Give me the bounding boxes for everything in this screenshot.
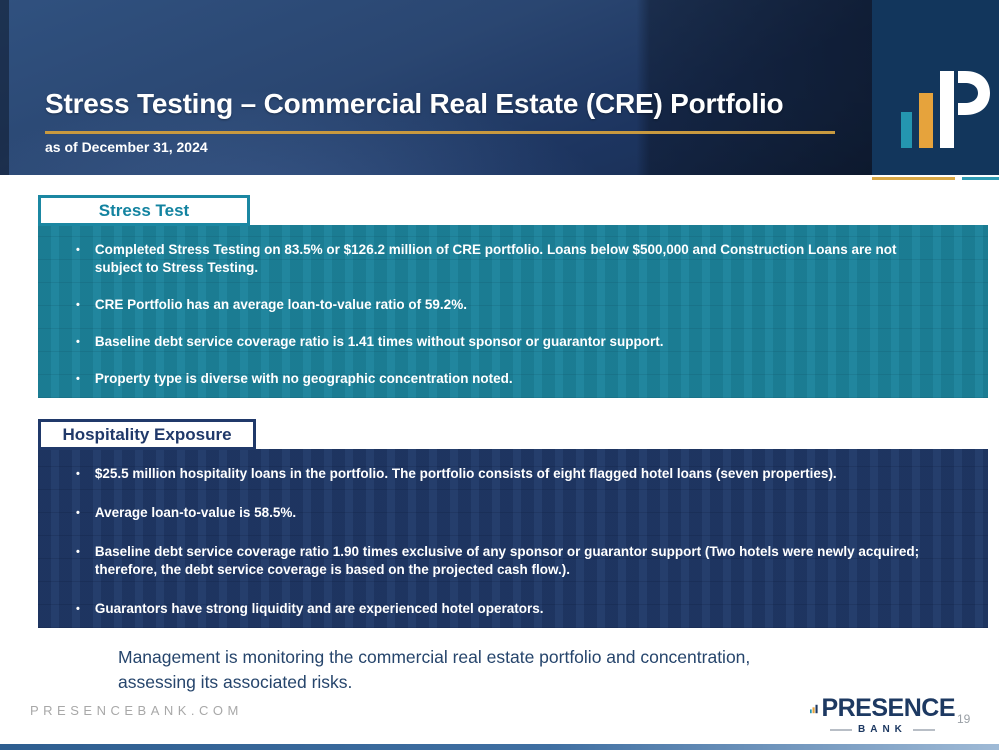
list-item: • Baseline debt service coverage ratio 1… (76, 543, 946, 579)
bullet-text: Baseline debt service coverage ratio 1.9… (94, 543, 920, 577)
bar-chart-icon (810, 704, 818, 714)
bullet-dot: • (76, 298, 80, 311)
title-underline (45, 131, 835, 134)
bullet-text: CRE Portfolio has an average loan-to-val… (94, 296, 467, 312)
bank-divider-line (830, 728, 852, 731)
bullet-text: Baseline debt service coverage ratio is … (94, 333, 664, 349)
bullet-dot: • (76, 506, 80, 519)
page-title: Stress Testing – Commercial Real Estate … (45, 88, 784, 119)
footer-wordmark: PRESENCE (821, 694, 955, 722)
section-tab-hospitality-exposure: Hospitality Exposure (38, 419, 256, 450)
closing-note-line2: assessing its associated risks. (118, 671, 353, 692)
bullet-text: $25.5 million hospitality loans in the p… (94, 466, 837, 481)
section-tab-label: Stress Test (98, 200, 190, 220)
teal-accent-line (962, 177, 999, 180)
stress-test-bullet-list: • Completed Stress Testing on 83.5% or $… (76, 241, 946, 388)
list-item: • $25.5 million hospitality loans in the… (76, 465, 946, 483)
closing-note-line1: Management is monitoring the commercial … (118, 647, 751, 667)
bullet-dot: • (76, 244, 80, 256)
bullet-dot: • (76, 335, 80, 348)
list-item: • Completed Stress Testing on 83.5% or $… (76, 241, 946, 277)
section-tab-label: Hospitality Exposure (62, 424, 232, 444)
list-item: • Property type is diverse with no geogr… (76, 370, 946, 388)
website-url: PRESENCEBANK.COM (30, 703, 243, 718)
footer-logo: PRESENCE BANK (810, 696, 955, 735)
subtitle-date: as of December 31, 2024 (45, 139, 208, 155)
page-number: 19 (957, 712, 971, 726)
footer-bank-label: BANK (858, 724, 907, 735)
header-banner: Stress Testing – Commercial Real Estate … (0, 0, 872, 175)
bullet-dot: • (76, 545, 80, 558)
gold-accent-line (872, 177, 955, 180)
list-item: • Guarantors have strong liquidity and a… (76, 600, 946, 618)
bank-divider-line (912, 728, 935, 731)
stress-test-box: • Completed Stress Testing on 83.5% or $… (38, 225, 988, 398)
list-item: • CRE Portfolio has an average loan-to-v… (76, 296, 946, 314)
bullet-text: Average loan-to-value is 58.5%. (94, 504, 297, 520)
bullet-text: Completed Stress Testing on 83.5% or $12… (94, 242, 897, 275)
footer-bank-row: BANK (810, 724, 955, 735)
bullet-text: Guarantors have strong liquidity and are… (94, 600, 544, 616)
list-item: • Baseline debt service coverage ratio i… (76, 333, 946, 351)
section-tab-stress-test: Stress Test (38, 195, 250, 226)
header-logo (872, 0, 999, 175)
hospitality-bullet-list: • $25.5 million hospitality loans in the… (76, 465, 946, 618)
presence-bank-chart-p-icon (872, 0, 999, 175)
bottom-accent-bar (0, 744, 999, 750)
bullet-dot: • (76, 372, 80, 385)
bullet-dot: • (76, 468, 80, 480)
list-item: • Average loan-to-value is 58.5%. (76, 504, 946, 522)
closing-note: Management is monitoring the commercial … (118, 645, 750, 695)
hospitality-exposure-box: • $25.5 million hospitality loans in the… (38, 449, 988, 628)
bullet-text: Property type is diverse with no geograp… (94, 370, 513, 386)
bullet-dot: • (76, 602, 80, 615)
